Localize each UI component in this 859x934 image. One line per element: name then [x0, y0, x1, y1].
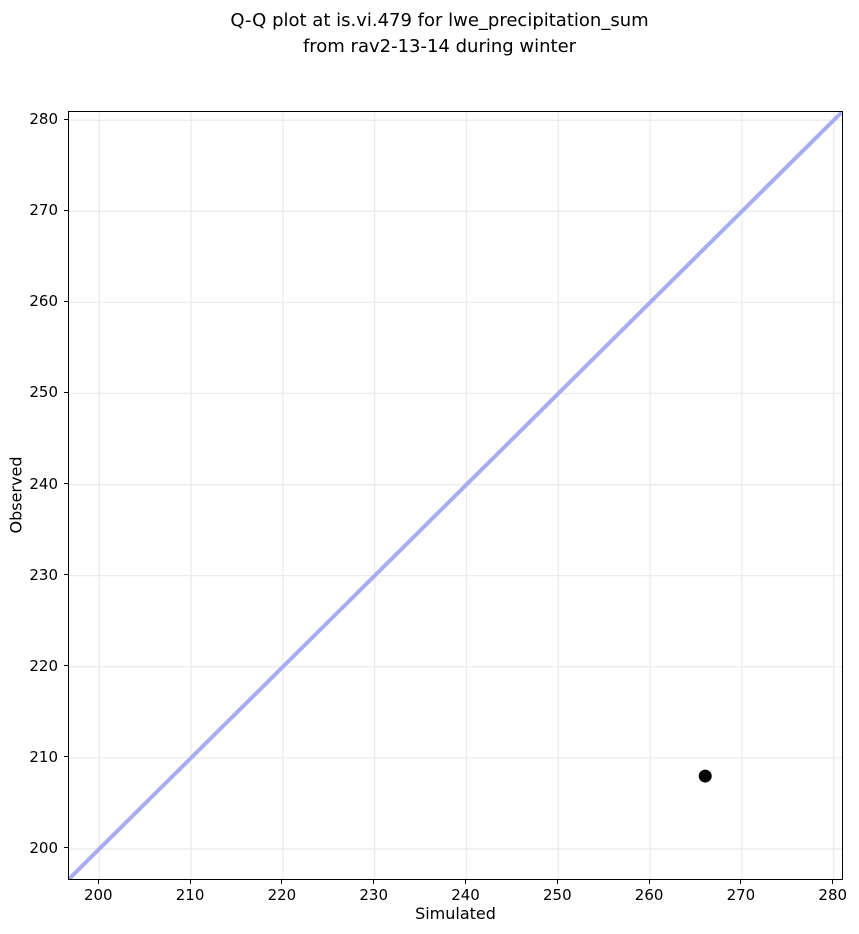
x-axis-label: Simulated: [415, 904, 496, 923]
x-tick-mark: [189, 880, 191, 884]
y-axis-label: Observed: [6, 456, 26, 534]
y-tick-label: 260: [29, 292, 58, 311]
y-tick-label: 240: [29, 474, 58, 493]
y-tick-mark: [64, 118, 68, 120]
x-tick-label: 250: [542, 886, 572, 904]
x-tick-mark: [740, 880, 742, 884]
y-tick-label: 250: [29, 383, 58, 402]
x-tick-label: 270: [726, 886, 756, 904]
y-tick-label: 220: [29, 656, 58, 675]
x-tick-label: 280: [818, 886, 848, 904]
x-tick-mark: [97, 880, 99, 884]
y-tick-mark: [64, 209, 68, 211]
plot-canvas: [69, 112, 842, 879]
y-tick-mark: [64, 665, 68, 667]
y-tick-mark: [64, 756, 68, 758]
y-tick-label: 270: [29, 201, 58, 220]
y-tick-mark: [64, 300, 68, 302]
x-tick-label: 260: [634, 886, 664, 904]
data-point: [698, 769, 712, 783]
x-tick-label: 220: [267, 886, 297, 904]
plot-area: [68, 111, 843, 880]
x-tick-mark: [465, 880, 467, 884]
y-tick-label: 230: [29, 565, 58, 584]
x-tick-mark: [832, 880, 834, 884]
chart-title-line2: from rav2-13-14 during winter: [302, 36, 577, 57]
y-tick-label: 280: [29, 110, 58, 129]
chart-title: Q-Q plot at is.vi.479 for lwe_precipitat…: [10, 8, 859, 60]
x-tick-mark: [373, 880, 375, 884]
x-tick-mark: [281, 880, 283, 884]
x-tick-label: 210: [175, 886, 205, 904]
y-tick-label: 200: [29, 838, 58, 857]
y-tick-label: 210: [29, 747, 58, 766]
y-tick-mark: [64, 847, 68, 849]
chart-title-line1: Q-Q plot at is.vi.479 for lwe_precipitat…: [230, 10, 649, 31]
y-tick-mark: [64, 483, 68, 485]
x-tick-mark: [556, 880, 558, 884]
identity-line: [69, 112, 842, 879]
x-tick-mark: [648, 880, 650, 884]
x-tick-label: 230: [359, 886, 389, 904]
y-tick-mark: [64, 574, 68, 576]
y-tick-mark: [64, 391, 68, 393]
x-tick-label: 240: [451, 886, 480, 904]
x-tick-label: 200: [83, 886, 113, 904]
